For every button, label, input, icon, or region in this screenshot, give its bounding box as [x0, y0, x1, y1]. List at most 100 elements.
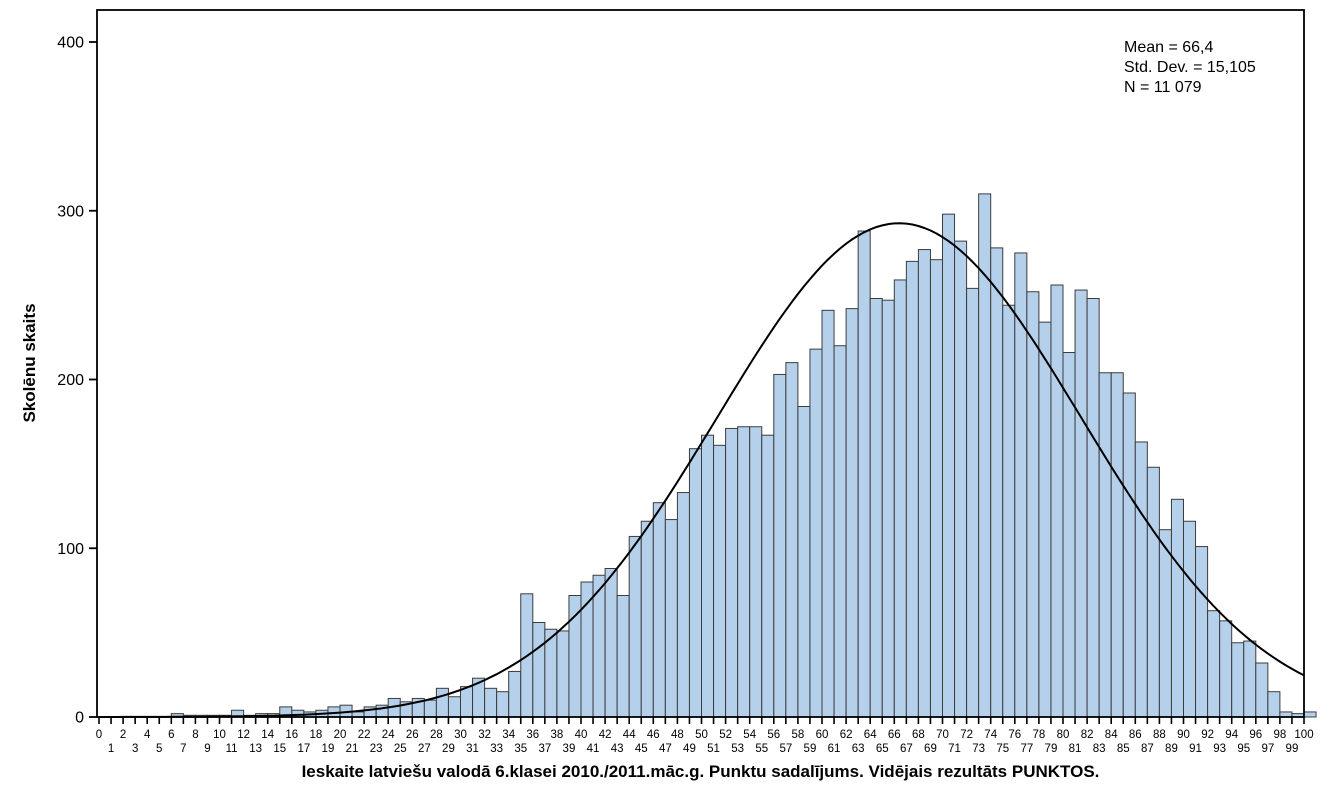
histogram-bar — [460, 686, 474, 718]
histogram-bar — [640, 520, 654, 718]
x-tick-label: 10 — [213, 729, 226, 741]
histogram-bar — [990, 247, 1004, 718]
histogram-bar — [604, 568, 618, 718]
x-tick-label: 75 — [996, 743, 1009, 755]
x-tick-label: 25 — [394, 743, 407, 755]
histogram-bar — [1134, 441, 1148, 718]
x-tick-label: 30 — [454, 729, 467, 741]
histogram-bar — [869, 298, 883, 718]
x-tick-label: 16 — [285, 729, 298, 741]
x-tick-label: 0 — [96, 729, 102, 741]
x-tick-label: 74 — [984, 729, 997, 741]
x-tick-label: 96 — [1249, 729, 1262, 741]
x-tick-label: 82 — [1081, 729, 1094, 741]
x-tick-label: 94 — [1225, 729, 1238, 741]
stats-box: Mean = 66,4 Std. Dev. = 15,105 N = 11 07… — [1124, 38, 1256, 98]
x-tick-label: 55 — [755, 743, 768, 755]
x-tick-label: 73 — [972, 743, 985, 755]
x-tick-label: 83 — [1093, 743, 1106, 755]
x-tick-label: 50 — [695, 729, 708, 741]
histogram-bar — [1207, 610, 1221, 718]
x-tick-label: 45 — [635, 743, 648, 755]
x-tick-label: 14 — [261, 729, 274, 741]
histogram-bar — [845, 308, 859, 718]
x-tick-label: 19 — [322, 743, 335, 755]
histogram-bar — [821, 309, 835, 718]
histogram-bar — [857, 230, 871, 718]
x-tick-label: 85 — [1117, 743, 1130, 755]
x-tick-label: 34 — [502, 729, 515, 741]
histogram-bars — [170, 193, 1317, 718]
x-tick-label: 51 — [707, 743, 720, 755]
y-axis-title: Skolēnu skaits — [20, 303, 39, 423]
x-tick-label: 79 — [1045, 743, 1058, 755]
x-tick-label: 7 — [180, 743, 186, 755]
histogram-bar — [978, 193, 992, 718]
histogram-bar — [556, 630, 570, 718]
x-tick-label: 18 — [310, 729, 323, 741]
histogram-bar — [1086, 298, 1100, 718]
x-tick-label: 33 — [490, 743, 503, 755]
y-tick-label: 100 — [57, 541, 84, 558]
histogram-bar — [628, 535, 642, 718]
x-tick-label: 36 — [526, 729, 539, 741]
histogram-bar — [484, 687, 498, 718]
histogram-bar — [1050, 284, 1064, 718]
histogram-bar — [532, 622, 546, 718]
y-tick-label: 300 — [57, 203, 84, 220]
histogram-bar — [881, 299, 895, 718]
x-tick-label: 87 — [1141, 743, 1154, 755]
x-tick-label: 24 — [382, 729, 395, 741]
x-tick-label: 58 — [792, 729, 805, 741]
x-tick-label: 54 — [743, 729, 756, 741]
histogram-bar — [664, 519, 678, 718]
x-tick-label: 78 — [1033, 729, 1046, 741]
x-tick-label: 31 — [466, 743, 479, 755]
histogram-bar — [1062, 352, 1076, 718]
x-tick-label: 28 — [430, 729, 443, 741]
x-tick-label: 72 — [960, 729, 973, 741]
histogram-bar — [1183, 520, 1197, 718]
x-tick-label: 64 — [864, 729, 877, 741]
stat-n: N = 11 079 — [1124, 79, 1202, 96]
x-tick-label: 59 — [804, 743, 817, 755]
x-tick-label: 43 — [611, 743, 624, 755]
x-tick-label: 99 — [1286, 743, 1299, 755]
x-tick-label: 60 — [816, 729, 829, 741]
y-axis-ticks: 0 100 200 300 400 — [57, 35, 97, 727]
x-tick-label: 86 — [1129, 729, 1142, 741]
x-tick-label: 13 — [249, 743, 262, 755]
x-tick-label: 39 — [563, 743, 576, 755]
histogram-bar — [737, 426, 751, 718]
x-tick-label: 6 — [168, 729, 174, 741]
x-tick-label: 88 — [1153, 729, 1166, 741]
x-tick-label: 41 — [587, 743, 600, 755]
histogram-bar — [1267, 691, 1281, 718]
x-tick-label: 80 — [1057, 729, 1070, 741]
histogram-bar — [676, 492, 690, 718]
x-tick-label: 67 — [900, 743, 913, 755]
x-tick-label: 89 — [1165, 743, 1178, 755]
x-tick-label: 76 — [1008, 729, 1021, 741]
x-tick-label: 2 — [120, 729, 126, 741]
x-tick-label: 56 — [767, 729, 780, 741]
normal-curve — [99, 222, 1305, 718]
histogram-bar — [749, 426, 763, 718]
histogram-bar — [1146, 466, 1160, 718]
x-tick-label: 3 — [132, 743, 138, 755]
histogram-bar — [966, 287, 980, 718]
histogram-bar — [652, 502, 666, 718]
x-axis-ticks: 0123456789101112131415161718192021222324… — [96, 717, 1314, 755]
histogram-bar — [1158, 529, 1172, 718]
x-tick-label: 98 — [1274, 729, 1287, 741]
x-tick-label: 47 — [659, 743, 672, 755]
x-tick-label: 92 — [1201, 729, 1214, 741]
x-tick-label: 42 — [599, 729, 612, 741]
histogram-bar — [1303, 711, 1317, 718]
histogram-bar — [1038, 321, 1052, 718]
histogram-bar — [725, 427, 739, 718]
x-tick-label: 93 — [1213, 743, 1226, 755]
histogram-bar — [1195, 546, 1209, 718]
histogram-bar — [942, 213, 956, 718]
